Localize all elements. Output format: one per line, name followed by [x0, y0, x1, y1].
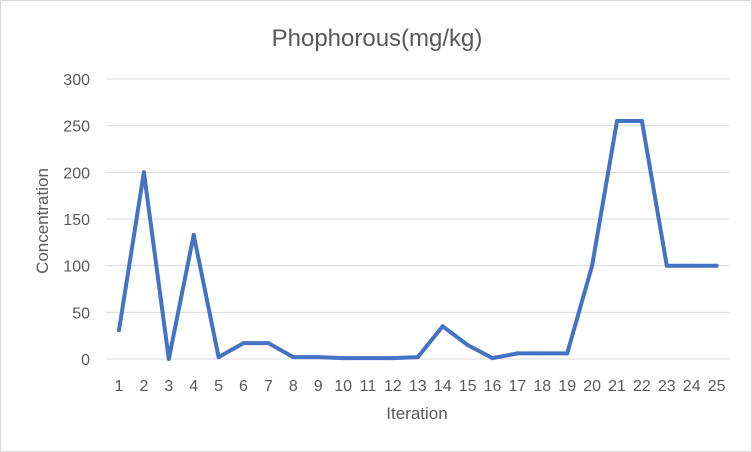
data-point — [141, 170, 146, 175]
x-tick-label: 23 — [658, 378, 676, 395]
x-tick-label: 6 — [239, 378, 248, 395]
x-axis-ticks: 1 2 3 4 5 6 7 8 9 10 11 12 13 14 15 16 17 18 19 20 21 22 23 24 2… — [115, 378, 726, 395]
x-tick-label: 4 — [189, 378, 198, 395]
x-tick-label: 18 — [533, 378, 551, 395]
chart-title: Phophorous(mg/kg) — [272, 25, 483, 52]
series-line — [117, 119, 719, 361]
x-tick-label: 2 — [139, 378, 148, 395]
y-tick-label: 250 — [63, 119, 90, 136]
y-tick-label: 300 — [63, 72, 90, 89]
x-tick-label: 10 — [334, 378, 352, 395]
y-axis-label: Concentration — [33, 168, 52, 274]
data-point — [590, 263, 595, 268]
x-tick-label: 19 — [558, 378, 576, 395]
data-point — [689, 263, 694, 268]
data-point — [366, 356, 370, 361]
data-point — [390, 356, 395, 361]
data-point — [664, 263, 669, 268]
series-layer — [117, 119, 719, 361]
x-tick-label: 3 — [164, 378, 173, 395]
data-point — [341, 356, 346, 361]
x-tick-label: 25 — [708, 378, 726, 395]
data-point — [266, 341, 271, 346]
x-tick-label: 5 — [214, 378, 223, 395]
data-point — [615, 119, 619, 123]
data-point — [515, 351, 520, 356]
x-tick-label: 21 — [608, 378, 626, 395]
x-tick-label: 11 — [360, 378, 377, 395]
x-tick-label: 15 — [459, 378, 477, 395]
x-tick-label: 24 — [683, 378, 701, 395]
x-tick-label: 20 — [583, 378, 601, 395]
data-point — [241, 341, 246, 346]
data-point — [565, 351, 570, 356]
x-tick-label: 12 — [384, 378, 402, 395]
y-tick-label: 100 — [63, 259, 90, 276]
x-tick-label: 9 — [314, 378, 323, 395]
data-point — [291, 355, 296, 360]
data-point — [639, 119, 644, 123]
data-point — [316, 355, 321, 360]
data-point — [490, 356, 495, 361]
y-tick-label: 50 — [72, 305, 90, 322]
data-point — [216, 355, 221, 360]
y-axis-ticks: 0 50 100 150 200 250 300 — [63, 72, 90, 369]
x-tick-label: 22 — [633, 378, 651, 395]
y-tick-label: 200 — [63, 165, 90, 182]
data-point — [714, 263, 719, 268]
x-tick-label: 8 — [289, 378, 298, 395]
y-tick-label: 0 — [81, 352, 90, 369]
data-point — [540, 351, 545, 356]
x-tick-label: 13 — [409, 378, 427, 395]
x-tick-label: 7 — [264, 378, 273, 395]
x-axis-label: Iteration — [386, 404, 447, 423]
data-point — [440, 324, 445, 329]
data-point — [415, 355, 420, 360]
x-tick-label: 14 — [434, 378, 452, 395]
x-tick-label: 16 — [484, 378, 502, 395]
x-tick-label: 17 — [509, 378, 527, 395]
data-point — [166, 357, 171, 361]
y-tick-label: 150 — [63, 212, 90, 229]
x-tick-label: 1 — [115, 378, 124, 395]
data-point — [465, 343, 470, 347]
data-point — [117, 328, 121, 333]
data-point — [191, 232, 196, 237]
